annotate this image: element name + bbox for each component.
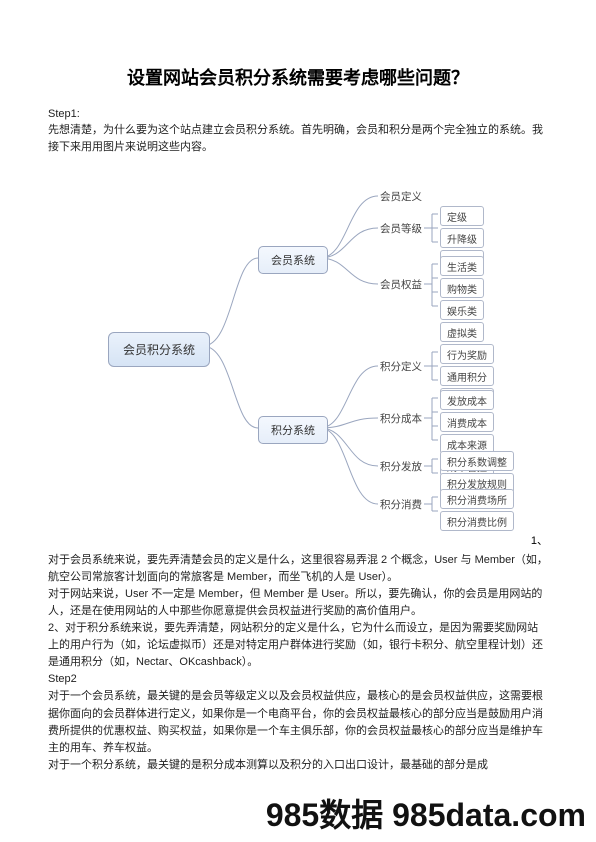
body-p3: 2、对于积分系统来说，要先弄清楚，网站积分的定义是什么，它为什么而设立，是因为需…: [48, 620, 548, 671]
leaf: 虚拟类: [440, 322, 484, 342]
body-p1: 对于会员系统来说，要先弄清楚会员的定义是什么，这里很容易弄混 2 个概念，Use…: [48, 552, 548, 586]
watermark: 985数据 985data.com: [266, 790, 586, 836]
leaf: 升降级: [440, 228, 484, 248]
step1-paragraph: 先想清楚，为什么要为这个站点建立会员积分系统。首先明确，会员和积分是两个完全独立…: [48, 122, 548, 156]
leaf: 通用积分: [440, 366, 494, 386]
page-title: 设置网站会员积分系统需要考虑哪些问题？: [48, 64, 548, 90]
step2-label: Step2: [48, 671, 548, 688]
cat-member-benefit: 会员权益: [380, 277, 422, 292]
leaf: 积分消费比例: [440, 511, 514, 531]
leaf: 行为奖励: [440, 344, 494, 364]
body-p5: 对于一个积分系统，最关键的是积分成本测算以及积分的入口出口设计，最基础的部分是成: [48, 757, 548, 774]
cat-points-definition: 积分定义: [380, 359, 422, 374]
leaf: 生活类: [440, 256, 484, 276]
cat-points-cost: 积分成本: [380, 411, 422, 426]
leaf: 发放成本: [440, 390, 494, 410]
leaves-member-benefit: 生活类 购物类 娱乐类 虚拟类: [440, 256, 484, 344]
cat-points-consume: 积分消费: [380, 497, 422, 512]
node-points-system: 积分系统: [258, 416, 328, 444]
cat-member-level: 会员等级: [380, 221, 422, 236]
body-p4: 对于一个会员系统，最关键的是会员等级定义以及会员权益供应，最核心的是会员权益供应…: [48, 688, 548, 756]
leaf: 购物类: [440, 278, 484, 298]
cat-member-definition: 会员定义: [380, 189, 422, 204]
leaf: 娱乐类: [440, 300, 484, 320]
leaf: 积分系数调整: [440, 451, 514, 471]
body-p2: 对于网站来说，User 不一定是 Member，但 Member 是 User。…: [48, 586, 548, 620]
cat-points-issue: 积分发放: [380, 459, 422, 474]
mindmap-diagram: 会员积分系统 会员系统 积分系统 会员定义 会员等级 会员权益 积分定义 积分成…: [48, 166, 548, 526]
leaf: 定级: [440, 206, 484, 226]
leaf: 消费成本: [440, 412, 494, 432]
node-root: 会员积分系统: [108, 332, 210, 367]
leaves-points-consume: 积分消费场所 积分消费比例: [440, 489, 514, 533]
node-member-system: 会员系统: [258, 246, 328, 274]
page-number: 1、: [48, 532, 548, 548]
leaf: 积分消费场所: [440, 489, 514, 509]
step1-label: Step1:: [48, 108, 548, 120]
